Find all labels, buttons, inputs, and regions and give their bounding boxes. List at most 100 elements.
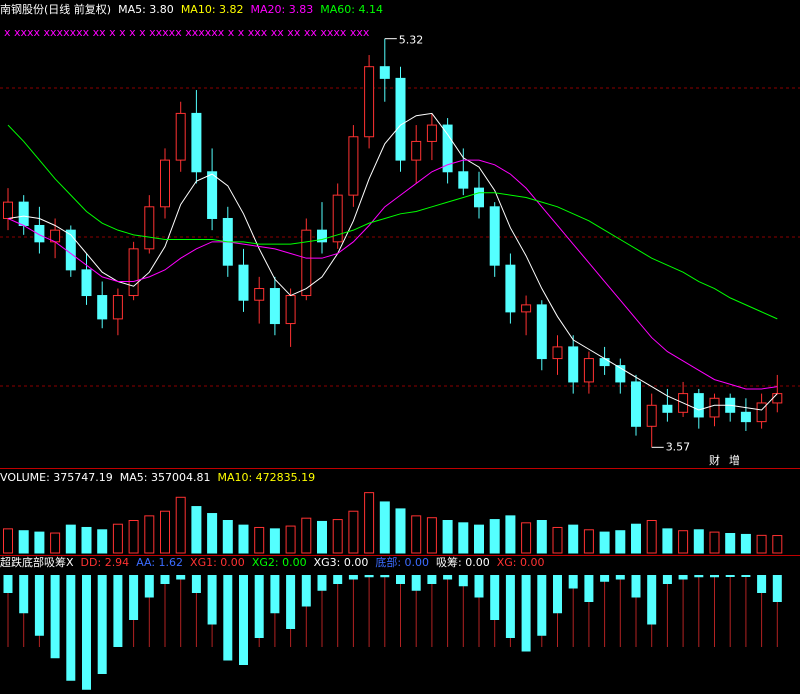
candle-body bbox=[395, 77, 406, 161]
volume-bar bbox=[536, 520, 547, 554]
indicator-bar bbox=[584, 575, 594, 602]
volume-bar bbox=[364, 492, 375, 554]
candle-body bbox=[65, 229, 76, 271]
candle-body bbox=[238, 264, 249, 301]
volume-bar bbox=[693, 529, 704, 554]
candle-body bbox=[144, 206, 155, 250]
indicator-bar bbox=[396, 575, 405, 584]
indicator-bar bbox=[50, 575, 60, 659]
indicator-bar bbox=[301, 575, 311, 607]
indicator-bar bbox=[772, 575, 782, 602]
volume-bar bbox=[552, 526, 563, 554]
volume-bar bbox=[112, 523, 123, 554]
volume-bar bbox=[442, 520, 453, 554]
volume-bar bbox=[332, 519, 343, 554]
candle-body bbox=[411, 140, 422, 161]
indicator-bar bbox=[553, 575, 562, 614]
volume-bar bbox=[379, 501, 390, 554]
candle-body bbox=[317, 229, 327, 243]
legend-item: XG3: 0.00 bbox=[314, 556, 369, 569]
candle-body bbox=[693, 393, 704, 418]
legend-item: MA5: 3.80 bbox=[118, 3, 174, 16]
volume-bar bbox=[505, 515, 516, 554]
legend-item: MA10: 472835.19 bbox=[217, 471, 315, 484]
candle-body bbox=[521, 304, 532, 313]
candle-body bbox=[772, 393, 783, 404]
indicator-bar bbox=[270, 575, 280, 614]
candle-body bbox=[348, 136, 359, 196]
candle-body bbox=[646, 404, 657, 427]
indicator-bar bbox=[286, 575, 296, 629]
indicator-bar bbox=[600, 575, 610, 582]
volume-bar bbox=[65, 524, 76, 554]
legend-item: MA10: 3.82 bbox=[181, 3, 244, 16]
legend-item: XG2: 0.00 bbox=[252, 556, 307, 569]
volume-bar bbox=[301, 517, 312, 554]
volume-bar bbox=[740, 533, 751, 554]
volume-bar bbox=[175, 496, 186, 554]
candle-body bbox=[191, 112, 202, 173]
indicator-bar bbox=[333, 575, 343, 584]
indicator-bar bbox=[647, 575, 657, 625]
volume-bar bbox=[285, 525, 296, 554]
indicator-bar bbox=[615, 575, 625, 580]
ma-line bbox=[7, 159, 778, 390]
candle-body bbox=[709, 397, 720, 418]
indicator-bar bbox=[443, 575, 453, 580]
volume-bar bbox=[160, 510, 170, 554]
legend-item: 超跌底部吸筹X bbox=[0, 555, 74, 569]
candle-body bbox=[34, 224, 45, 243]
legend-item: MA60: 4.14 bbox=[320, 3, 383, 16]
volume-bar bbox=[631, 523, 641, 554]
candle-body bbox=[489, 206, 500, 266]
candle-body bbox=[207, 171, 218, 219]
volume-bar bbox=[3, 528, 13, 554]
tag: 财 bbox=[709, 453, 720, 467]
candle-body bbox=[364, 66, 375, 138]
volume-bar bbox=[207, 513, 218, 554]
candle-body bbox=[112, 295, 123, 320]
volume-bar bbox=[395, 508, 406, 554]
indicator-bar bbox=[254, 575, 264, 638]
indicator-bar bbox=[678, 575, 688, 580]
indicator-bar bbox=[97, 575, 107, 674]
indicator-bar bbox=[631, 575, 641, 598]
candle-body bbox=[332, 194, 343, 243]
tag: 增 bbox=[729, 453, 740, 467]
volume-bar bbox=[18, 530, 29, 554]
indicator-bar bbox=[694, 575, 704, 578]
candle-body bbox=[756, 402, 767, 423]
indicator-bar bbox=[317, 575, 327, 591]
ma-line bbox=[7, 124, 778, 320]
volume-bar bbox=[599, 531, 610, 554]
indicator-bar bbox=[3, 575, 13, 593]
volume-bar bbox=[489, 519, 500, 554]
indicator-bar bbox=[757, 575, 767, 593]
indicator-bar bbox=[521, 575, 531, 652]
candle-body bbox=[442, 124, 453, 173]
candle-body bbox=[254, 288, 265, 301]
volume-bar bbox=[411, 515, 422, 554]
candle-body bbox=[301, 229, 312, 297]
volume-bar bbox=[269, 528, 280, 554]
volume-bar bbox=[50, 532, 61, 554]
indicator-bar bbox=[364, 575, 374, 578]
volume-bar bbox=[222, 520, 233, 554]
indicator-bar bbox=[411, 575, 421, 591]
indicator-bar bbox=[427, 575, 437, 584]
candle-body bbox=[128, 248, 139, 297]
volume-bar bbox=[128, 520, 139, 554]
volume-bar bbox=[34, 531, 45, 554]
candle-body bbox=[505, 264, 516, 313]
indicator-bar bbox=[160, 575, 170, 584]
indicator-bar bbox=[710, 575, 719, 578]
candle-body bbox=[583, 358, 594, 383]
volume-bar bbox=[144, 515, 155, 554]
volume-bar bbox=[709, 531, 720, 554]
legend-item: AA: 1.62 bbox=[136, 556, 183, 569]
indicator-bar bbox=[223, 575, 233, 661]
volume-bar bbox=[81, 526, 92, 554]
legend-item: 南钢股份(日线 前复权) bbox=[0, 2, 111, 16]
candle-body bbox=[379, 66, 390, 79]
